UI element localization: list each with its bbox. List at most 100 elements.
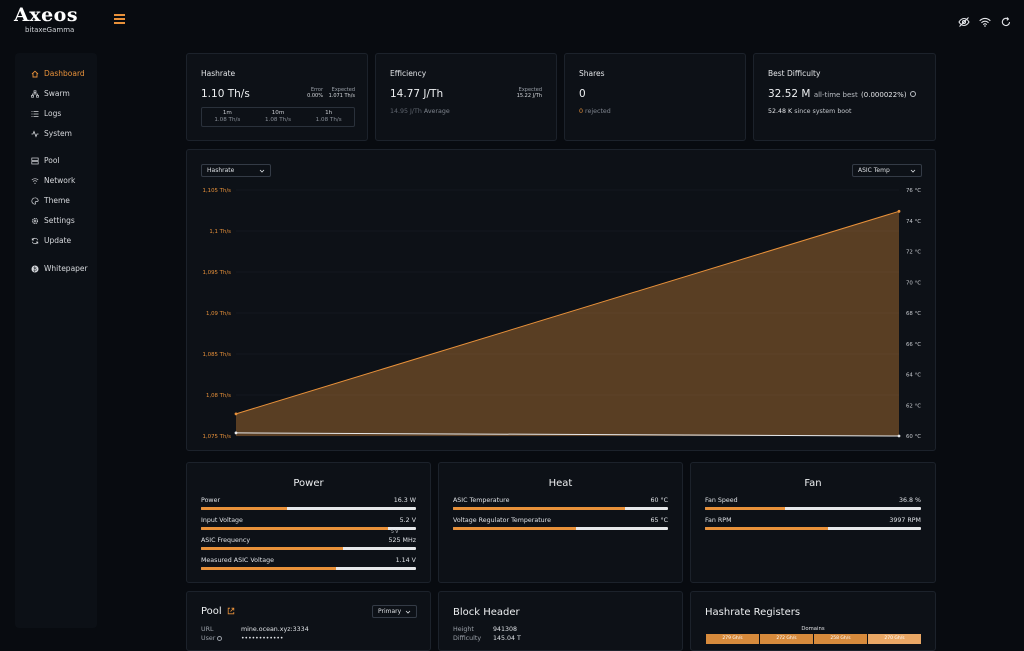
left-tick-label: 1,1 Th/s: [209, 229, 231, 235]
restart-icon[interactable]: [1000, 13, 1012, 27]
right-tick-label: 74 °C: [906, 219, 921, 225]
input-voltage-bar: [201, 527, 416, 530]
shares-rejected: 0 rejected: [579, 108, 611, 115]
info-icon[interactable]: [217, 635, 223, 641]
heat-title: Heat: [548, 478, 573, 489]
sidebar-item-pool[interactable]: Pool: [31, 156, 60, 165]
hashrate-area: [236, 211, 899, 436]
hashrate-chart: 1,105 Th/s 1,1 Th/s 1,095 Th/s 1,09 Th/s 1,0…: [203, 188, 922, 440]
home-icon: [31, 70, 39, 77]
left-tick-label: 1,075 Th/s: [203, 434, 232, 440]
svg-text:₿: ₿: [33, 265, 37, 272]
left-tick-label: 1,09 Th/s: [206, 311, 231, 317]
sidebar-item-update[interactable]: Update: [31, 236, 71, 245]
info-icon[interactable]: [909, 91, 916, 97]
sidebar-item-system[interactable]: System: [31, 129, 72, 138]
domain-cell: 272 Gh/s: [760, 634, 814, 644]
shares-title: Shares: [579, 69, 605, 78]
metric-label: ASIC Frequency: [201, 537, 251, 544]
asic-voltage-metric: Measured ASIC Voltage 1.14 V: [201, 557, 416, 570]
hashrate-line: [235, 210, 900, 415]
wifi-icon[interactable]: [979, 13, 991, 27]
sidebar-item-theme[interactable]: Theme: [31, 196, 70, 205]
shares-value: 0: [579, 88, 586, 100]
vr-temperature-metric: Voltage Regulator Temperature 65 °C: [453, 517, 668, 530]
refresh-icon: [31, 237, 39, 244]
hashrate-card: Hashrate 1.10 Th/s Error 0.00% Expected …: [186, 53, 368, 141]
metric-label: Measured ASIC Voltage: [201, 557, 274, 564]
metric-label: Input Voltage: [201, 517, 243, 524]
asic-temperature-metric: ASIC Temperature 60 °C: [453, 497, 668, 510]
external-link-icon[interactable]: [227, 607, 235, 615]
sidebar-item-dashboard[interactable]: Dashboard: [31, 69, 85, 78]
right-tick-label: 72 °C: [906, 250, 921, 256]
sidebar-item-swarm[interactable]: Swarm: [31, 89, 70, 98]
right-series-select[interactable]: ASIC Temp: [852, 164, 922, 177]
power-title: Power: [293, 478, 324, 489]
sidebar-item-label: Pool: [44, 156, 60, 165]
sidebar-item-label: Theme: [44, 196, 70, 205]
best-difficulty-since-boot: 52.48 K since system boot: [768, 108, 852, 115]
efficiency-expected-value: 15.22 J/Th: [516, 93, 542, 99]
wifi-icon: [31, 177, 39, 184]
metric-value: 65 °C: [650, 517, 668, 524]
pool-select[interactable]: Primary: [372, 605, 417, 618]
vr-temperature-bar: [453, 527, 668, 530]
power-card: Power Power 16.3 W Input Voltage 5.2 V 5 V…: [186, 462, 431, 583]
domains-label: Domains: [801, 626, 825, 632]
sidebar-item-whitepaper[interactable]: ₿ Whitepaper: [31, 264, 88, 273]
fan-card: Fan Fan Speed 36.8 % Fan RPM 3997 RPM: [690, 462, 936, 583]
sidebar-item-label: Network: [44, 176, 76, 185]
hashrate-title: Hashrate: [201, 69, 236, 78]
logo-title: Axeos: [14, 4, 79, 26]
right-tick-label: 70 °C: [906, 280, 921, 286]
efficiency-expected-label: Expected: [518, 87, 542, 93]
palette-icon: [31, 196, 39, 205]
sidebar-item-logs[interactable]: Logs: [31, 109, 61, 118]
asic-temperature-bar: [453, 507, 668, 510]
domain-cell: 258 Gh/s: [814, 634, 868, 644]
hashrate-registers-title: Hashrate Registers: [705, 607, 801, 618]
hashrate-point: [234, 412, 238, 416]
sidebar-item-label: Dashboard: [44, 69, 85, 78]
asic-temp-line: [235, 432, 900, 437]
list-icon: [31, 110, 39, 117]
logo: Axeos bitaxeGamma: [14, 6, 84, 36]
block-difficulty-label: Difficulty: [453, 635, 482, 642]
fan-speed-metric: Fan Speed 36.8 %: [705, 497, 921, 510]
eye-off-icon[interactable]: [958, 13, 970, 27]
fan-rpm-metric: Fan RPM 3997 RPM: [705, 517, 921, 530]
device-name: bitaxeGamma: [25, 26, 75, 34]
heat-card: Heat ASIC Temperature 60 °C Voltage Regul…: [438, 462, 683, 583]
right-tick-label: 64 °C: [906, 373, 921, 379]
left-series-select[interactable]: Hashrate: [201, 164, 271, 177]
fan-title: Fan: [804, 478, 822, 489]
asic-temp-point: [897, 434, 901, 438]
hashrate-window: 1m 1.08 Th/s: [214, 110, 241, 123]
left-tick-label: 1,08 Th/s: [206, 393, 231, 399]
expected-label: Expected: [331, 87, 355, 93]
best-difficulty-title: Best Difficulty: [768, 69, 821, 78]
sidebar-item-settings[interactable]: Settings: [31, 216, 75, 225]
server-icon: [31, 157, 39, 164]
domain-cell: 270 Gh/s: [868, 634, 921, 644]
sidebar-item-label: Settings: [44, 216, 75, 225]
sidebar-item-network[interactable]: Network: [31, 176, 75, 185]
pool-user-value: ••••••••••••: [241, 635, 284, 642]
chevron-down-icon: [405, 610, 411, 614]
right-tick-label: 62 °C: [906, 403, 921, 409]
right-tick-label: 76 °C: [906, 188, 921, 194]
pool-select-value: Primary: [378, 608, 402, 615]
pool-title: Pool: [201, 606, 235, 617]
domain-cells: 279 Gh/s 272 Gh/s 258 Gh/s 270 Gh/s: [706, 634, 921, 644]
metric-value: 36.8 %: [898, 497, 921, 504]
menu-toggle-icon[interactable]: [114, 14, 125, 24]
left-tick-label: 1,085 Th/s: [203, 352, 232, 358]
efficiency-value: 14.77 J/Th: [390, 88, 444, 100]
efficiency-average: 14.95 J/Th Average: [390, 108, 450, 115]
fan-speed-bar: [705, 507, 921, 510]
pool-card: Pool Primary URL mine.ocean.xyz:3334 Use…: [186, 591, 431, 651]
left-series-select-value: Hashrate: [207, 167, 235, 174]
block-height-value: 941308: [493, 626, 518, 633]
metric-value: 16.3 W: [393, 497, 416, 504]
